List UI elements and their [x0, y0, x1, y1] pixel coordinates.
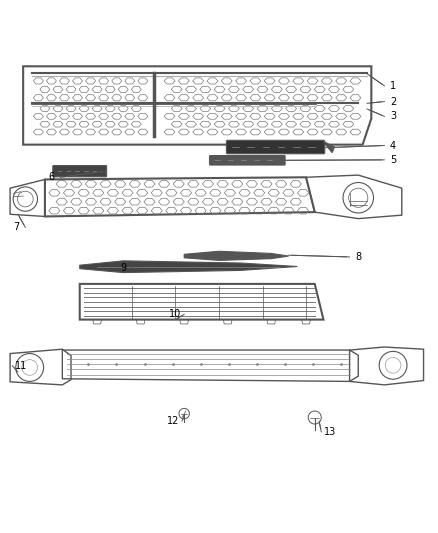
Text: 4: 4 — [390, 141, 396, 150]
Text: 12: 12 — [167, 416, 180, 426]
Polygon shape — [80, 261, 297, 272]
Text: 6: 6 — [48, 172, 54, 182]
Text: 5: 5 — [390, 155, 396, 165]
Text: 1: 1 — [390, 81, 396, 91]
Polygon shape — [323, 142, 334, 152]
Text: 8: 8 — [355, 252, 361, 262]
Text: 9: 9 — [120, 263, 126, 273]
FancyBboxPatch shape — [226, 140, 325, 154]
Text: 2: 2 — [390, 96, 396, 107]
Text: 11: 11 — [15, 361, 27, 371]
Polygon shape — [184, 251, 289, 261]
Text: 10: 10 — [170, 309, 182, 319]
FancyBboxPatch shape — [53, 166, 107, 177]
Text: 3: 3 — [390, 111, 396, 122]
Text: 7: 7 — [14, 222, 20, 232]
FancyBboxPatch shape — [209, 156, 285, 165]
Text: 13: 13 — [324, 427, 336, 437]
